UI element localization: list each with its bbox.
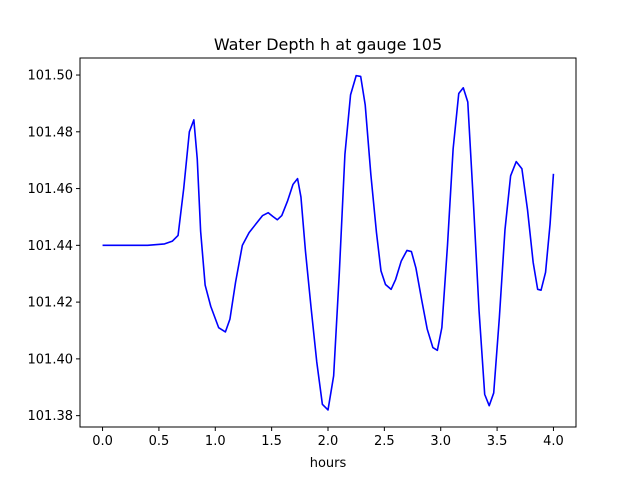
y-axis-ticks: 101.38 101.40 101.42 101.44 101.46 101.48 101.… bbox=[28, 69, 80, 424]
y-tick-label: 101.42 bbox=[28, 296, 74, 311]
x-tick-label: 3.5 bbox=[487, 434, 508, 449]
x-tick-label: 3.0 bbox=[430, 434, 451, 449]
y-tick-label: 101.38 bbox=[28, 409, 74, 424]
chart-title: Water Depth h at gauge 105 bbox=[214, 35, 442, 54]
x-tick-label: 1.0 bbox=[205, 434, 226, 449]
y-tick-label: 101.40 bbox=[28, 352, 74, 367]
x-tick-label: 2.0 bbox=[318, 434, 339, 449]
y-tick-label: 101.48 bbox=[28, 125, 74, 140]
x-tick-label: 2.5 bbox=[374, 434, 395, 449]
y-tick-label: 101.50 bbox=[28, 69, 74, 84]
x-tick-label: 0.5 bbox=[149, 434, 170, 449]
x-tick-label: 0.0 bbox=[92, 434, 113, 449]
x-tick-label: 4.0 bbox=[543, 434, 564, 449]
y-tick-label: 101.46 bbox=[28, 182, 74, 197]
x-axis-label: hours bbox=[310, 456, 347, 471]
y-tick-label: 101.44 bbox=[28, 239, 74, 254]
series-line-0 bbox=[102, 74, 555, 411]
x-axis-ticks: 0.0 0.5 1.0 1.5 2.0 2.5 3.0 3.5 4.0 bbox=[92, 427, 564, 449]
x-tick-label: 1.5 bbox=[261, 434, 282, 449]
